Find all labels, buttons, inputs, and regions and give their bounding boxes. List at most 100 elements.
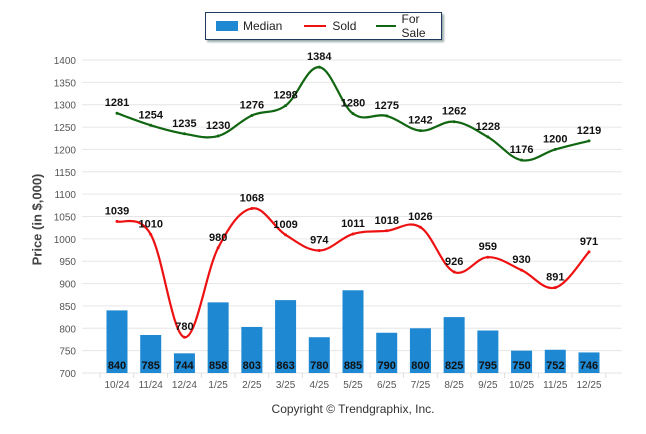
bar-median xyxy=(511,350,533,373)
bar-label: 800 xyxy=(411,360,429,372)
bar-median xyxy=(207,302,229,373)
legend-item-for-sale[interactable]: For Sale xyxy=(376,12,441,40)
point-sold xyxy=(284,233,288,237)
data-label-for-sale: 1200 xyxy=(543,133,567,145)
data-label-for-sale: 1280 xyxy=(341,98,365,110)
legend-swatch-for-sale xyxy=(376,25,396,27)
x-tick-label: 8/25 xyxy=(444,380,464,391)
bar-label: 803 xyxy=(243,360,261,372)
data-label-sold: 891 xyxy=(546,272,564,284)
data-label-for-sale: 1219 xyxy=(577,125,601,137)
point-for-sale xyxy=(520,158,524,162)
y-tick-label: 1300 xyxy=(54,101,77,112)
point-sold xyxy=(216,246,220,250)
y-tick-label: 1050 xyxy=(54,213,77,224)
x-tick-label: 9/25 xyxy=(478,380,498,391)
bar-label: 863 xyxy=(276,360,294,372)
bar-median xyxy=(578,352,600,373)
x-tick-label: 10/25 xyxy=(509,380,534,391)
legend-label-sold: Sold xyxy=(332,19,357,33)
data-label-for-sale: 1254 xyxy=(138,109,163,121)
data-label-sold: 1011 xyxy=(341,218,365,230)
y-tick-label: 700 xyxy=(59,369,76,380)
legend-label-median: Median xyxy=(243,19,283,33)
point-for-sale xyxy=(385,114,389,118)
data-label-for-sale: 1230 xyxy=(206,120,230,132)
legend-swatch-sold xyxy=(304,25,327,27)
data-label-for-sale: 1298 xyxy=(273,90,297,102)
bar-label: 790 xyxy=(378,360,396,372)
data-label-sold: 930 xyxy=(512,254,530,266)
bar-median xyxy=(376,332,398,373)
x-tick-label: 12/24 xyxy=(172,380,197,391)
x-tick-label: 11/24 xyxy=(139,380,164,391)
y-tick-label: 850 xyxy=(59,302,76,313)
point-sold xyxy=(351,232,355,236)
point-for-sale xyxy=(587,139,591,143)
y-tick-label: 750 xyxy=(59,347,76,358)
bar-label: 750 xyxy=(512,360,530,372)
point-for-sale xyxy=(216,134,220,138)
y-axis-label: Price (in $,000) xyxy=(29,173,45,266)
bar-median xyxy=(477,330,499,373)
x-tick-label: 7/25 xyxy=(411,380,431,391)
bar-median xyxy=(409,328,431,373)
median-bars xyxy=(106,290,600,373)
bar-label: 858 xyxy=(209,360,227,372)
point-sold xyxy=(149,232,153,236)
legend-swatch-median xyxy=(216,21,238,31)
y-tick-label: 1100 xyxy=(54,190,76,201)
bar-label: 885 xyxy=(344,360,362,372)
y-tick-label: 1400 xyxy=(54,56,77,67)
y-tick-label: 950 xyxy=(59,257,76,268)
copyright-text: Copyright © Trendgraphix, Inc. xyxy=(271,402,435,416)
legend-item-median[interactable]: Median xyxy=(216,19,282,33)
data-label-sold: 959 xyxy=(479,241,497,253)
x-tick-label: 5/25 xyxy=(343,380,363,391)
y-tick-label: 800 xyxy=(59,324,76,335)
data-labels: 840 785 744 858 803 863 780 885 790 800 825 795 750 7… xyxy=(105,51,601,372)
point-sold xyxy=(486,255,490,259)
data-label-for-sale: 1276 xyxy=(240,99,264,111)
bar-label: 744 xyxy=(175,360,194,372)
y-tick-label: 1350 xyxy=(54,78,77,89)
point-for-sale xyxy=(250,113,254,117)
bar-median xyxy=(308,337,330,373)
bar-median xyxy=(342,290,364,373)
bar-label: 780 xyxy=(310,360,328,372)
x-axis-ticks: 10/24 11/24 12/24 1/25 2/25 3/25 4/25 5/25 6/25 7… xyxy=(99,373,607,391)
bar-median xyxy=(106,310,128,373)
gridlines xyxy=(82,59,622,374)
point-sold xyxy=(115,219,119,223)
legend-item-sold[interactable]: Sold xyxy=(304,19,356,33)
x-tick-label: 1/25 xyxy=(208,380,228,391)
point-sold xyxy=(317,248,321,252)
data-label-sold: 1026 xyxy=(408,211,432,223)
point-for-sale xyxy=(351,112,355,116)
data-label-for-sale: 1281 xyxy=(105,97,129,109)
data-label-for-sale: 1228 xyxy=(476,121,500,133)
x-tick-label: 3/25 xyxy=(276,380,296,391)
data-label-sold: 780 xyxy=(175,321,193,333)
point-for-sale xyxy=(182,132,186,136)
x-tick-label: 12/25 xyxy=(576,380,601,391)
data-label-sold: 971 xyxy=(580,236,598,248)
data-label-sold: 980 xyxy=(209,232,227,244)
bar-median xyxy=(275,300,297,373)
y-tick-label: 1200 xyxy=(54,145,77,156)
point-sold xyxy=(182,335,186,339)
data-label-sold: 1018 xyxy=(374,215,398,227)
point-for-sale xyxy=(149,123,153,127)
legend-label-for-sale: For Sale xyxy=(401,12,426,40)
point-for-sale xyxy=(486,135,490,139)
data-label-for-sale: 1275 xyxy=(374,100,398,112)
point-sold xyxy=(587,250,591,254)
bar-median xyxy=(173,353,195,373)
x-tick-label: 10/24 xyxy=(104,380,129,391)
y-tick-label: 1000 xyxy=(54,235,77,246)
point-for-sale xyxy=(553,147,557,151)
point-for-sale xyxy=(284,104,288,108)
bar-label: 840 xyxy=(108,360,126,372)
data-label-for-sale: 1242 xyxy=(408,115,432,127)
